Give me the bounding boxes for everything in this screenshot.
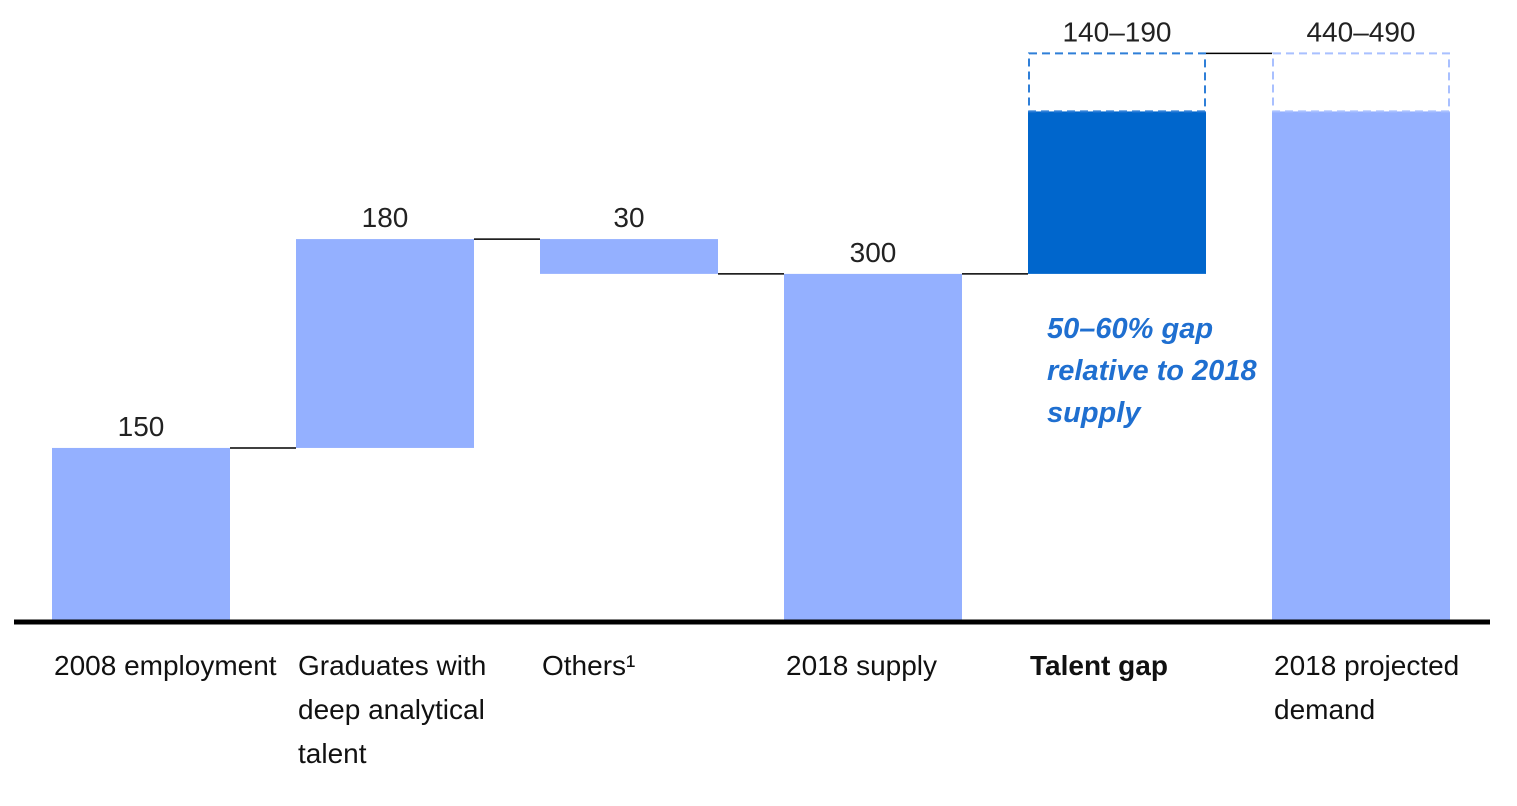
- annotation: 50–60% gap relative to 2018 supply: [1047, 313, 1257, 429]
- bar: [540, 239, 718, 274]
- category-label: Others¹: [542, 650, 636, 681]
- value-label: 30: [613, 202, 644, 233]
- category-label: Talent gap: [1030, 650, 1168, 681]
- category-label: 2018 supply: [786, 650, 938, 681]
- value-label: 300: [850, 237, 897, 268]
- bar: [1272, 111, 1450, 622]
- value-label: 150: [118, 411, 165, 442]
- range-box: [1272, 52, 1450, 113]
- category-label: 2008 employment: [54, 650, 277, 681]
- bar: [784, 273, 962, 622]
- category-label: Graduates with deep analytical talent: [298, 650, 487, 769]
- range-box: [1028, 52, 1206, 113]
- category-label: 2018 projected demand: [1274, 650, 1460, 725]
- bar: [296, 239, 474, 448]
- value-label: 140–190: [1062, 16, 1171, 47]
- value-label: 180: [362, 202, 409, 233]
- bar: [1028, 111, 1206, 274]
- bar: [52, 447, 230, 622]
- value-label: 440–490: [1306, 16, 1415, 47]
